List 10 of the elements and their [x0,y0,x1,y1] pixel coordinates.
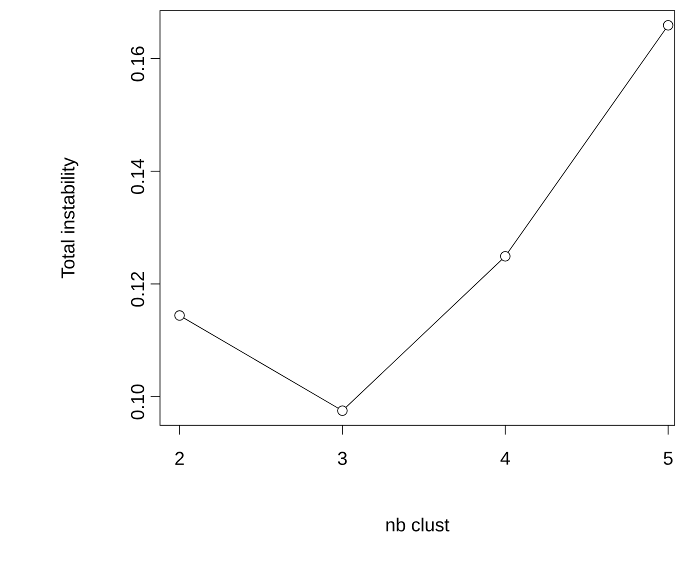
y-tick-label: 0.14 [130,158,144,194]
y-axis-title: Total instability [60,157,78,278]
x-tick-label: 3 [338,452,347,466]
y-tick-label: 0.12 [130,272,144,307]
y-tick-label: 0.16 [130,46,144,82]
x-axis-title: nb clust [386,518,450,532]
y-tick-label: 0.10 [130,384,144,420]
x-tick-label: 5 [664,452,673,465]
x-tick-label: 4 [500,452,510,465]
x-tick-label: 2 [175,452,184,465]
